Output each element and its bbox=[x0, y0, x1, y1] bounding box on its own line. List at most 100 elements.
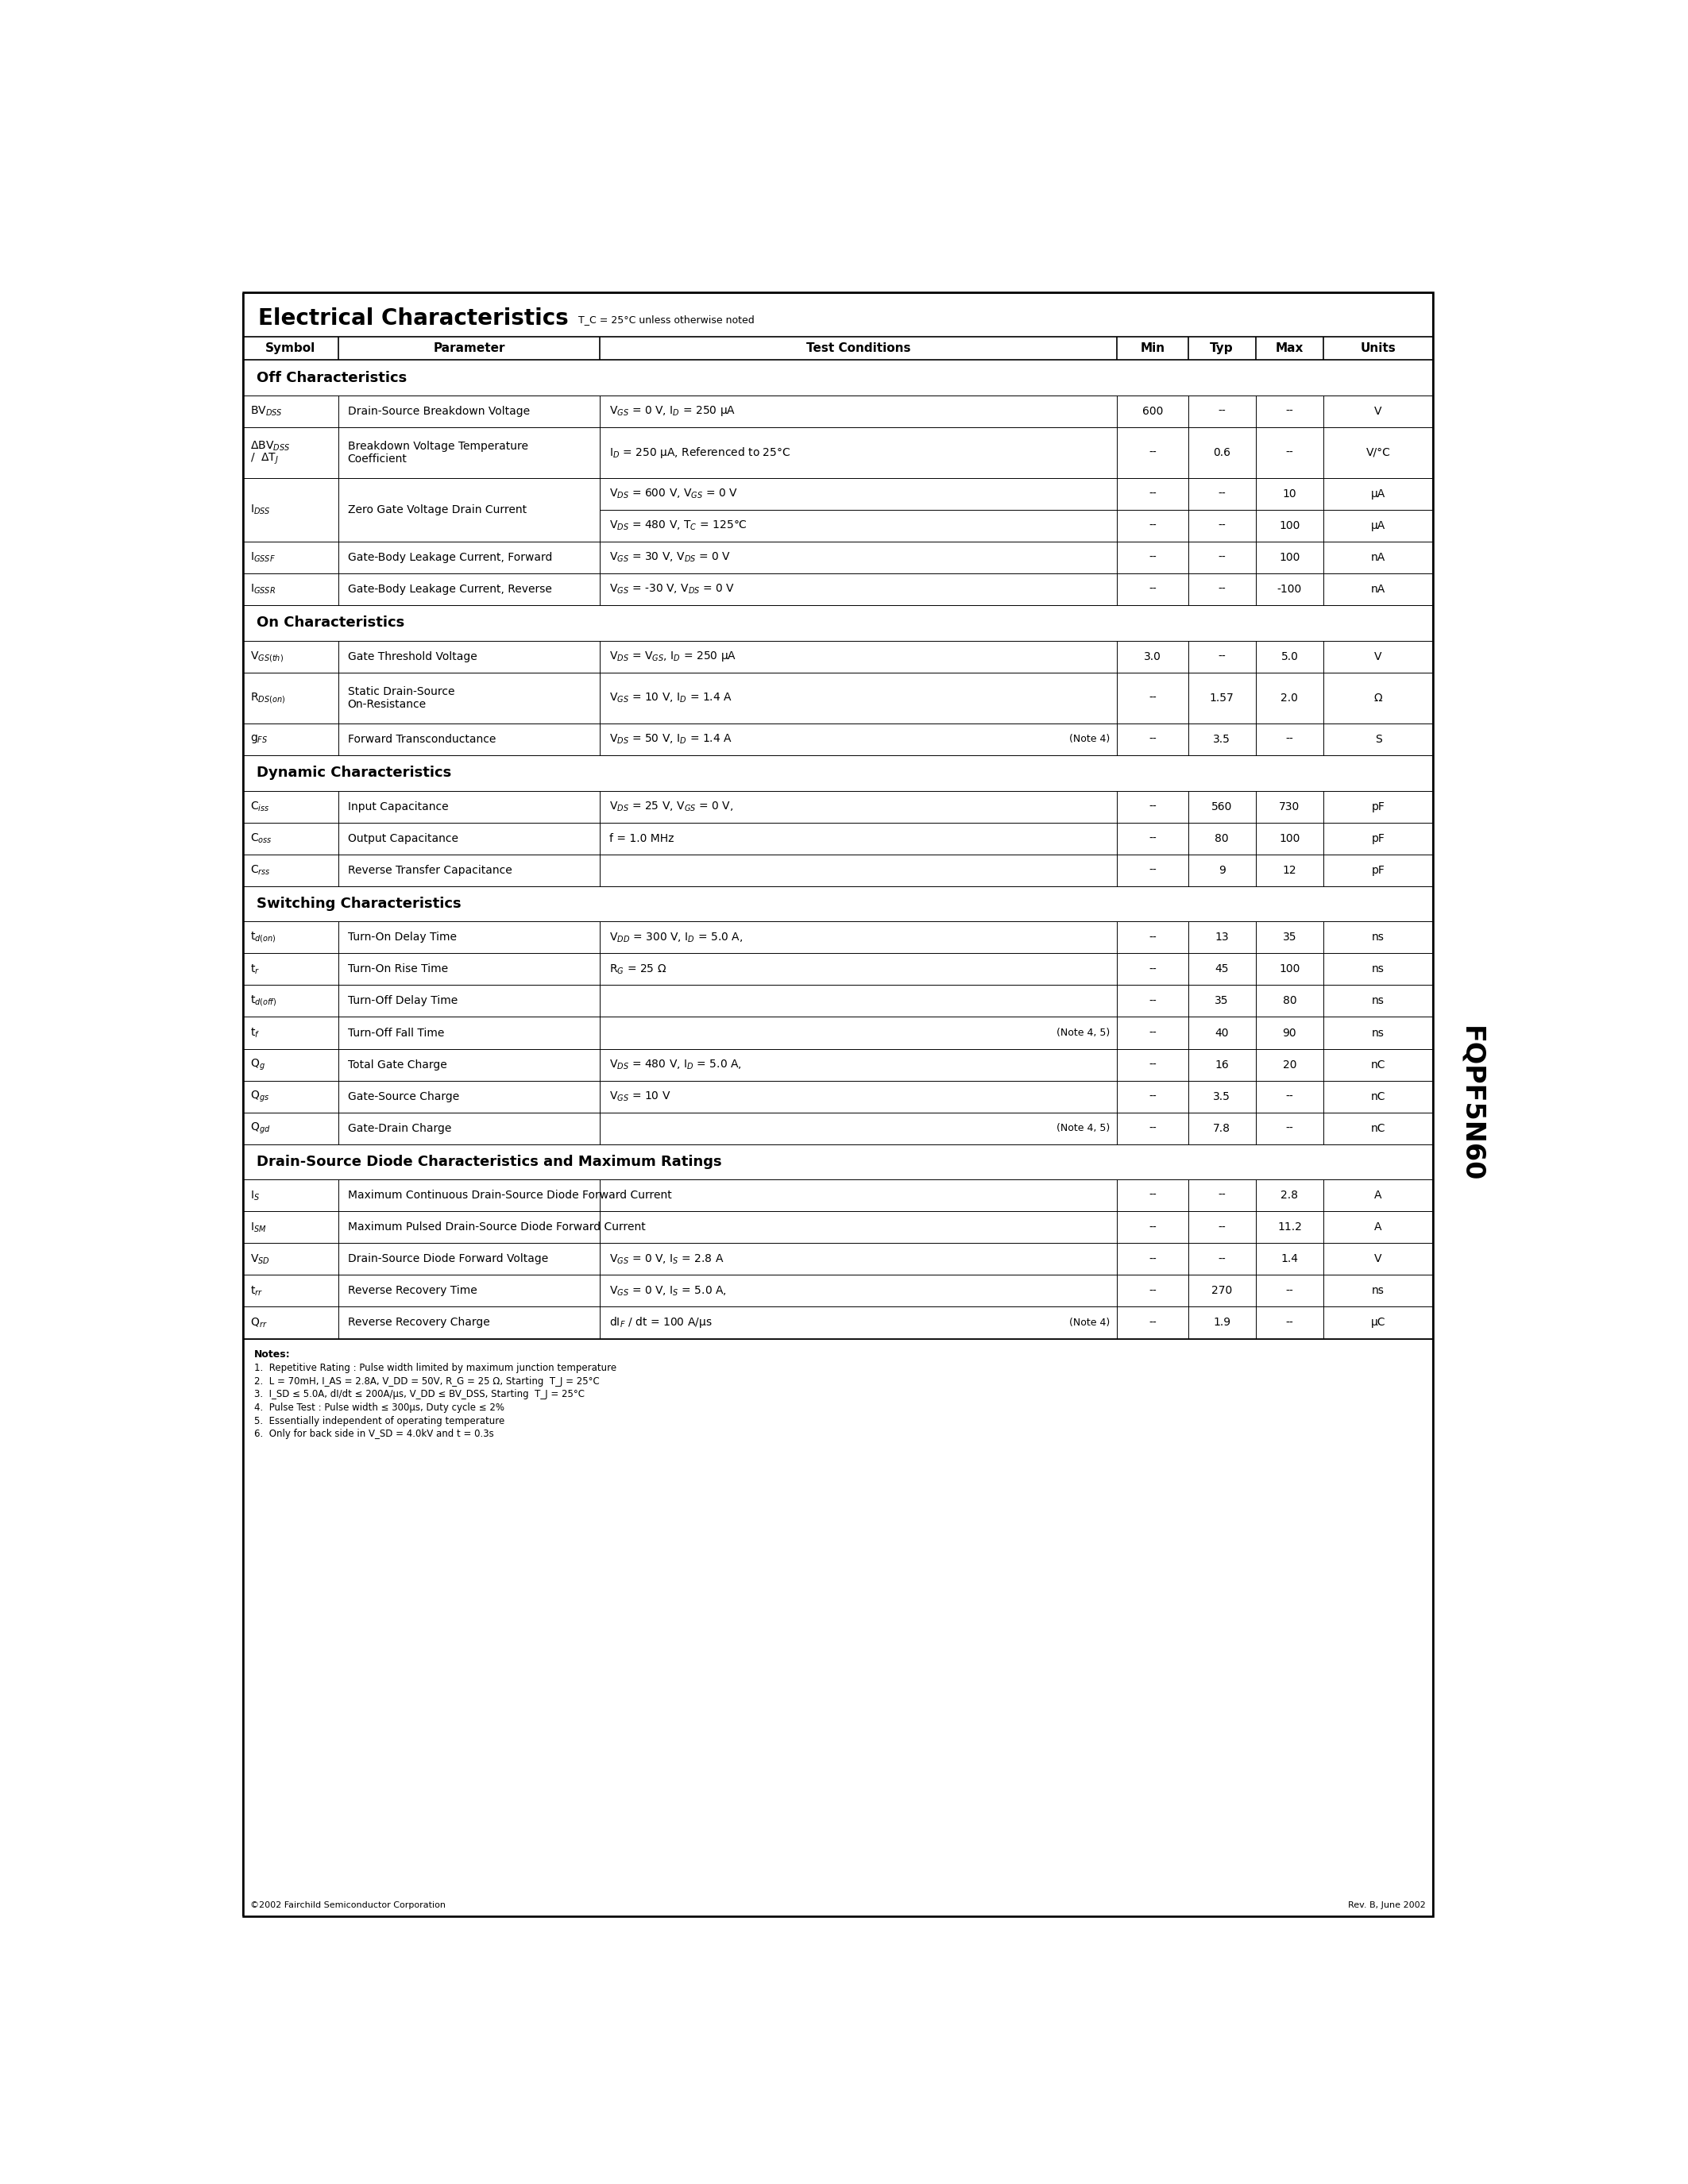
Text: (Note 4): (Note 4) bbox=[1069, 734, 1109, 745]
Text: Coefficient: Coefficient bbox=[348, 454, 407, 465]
Text: Gate-Body Leakage Current, Reverse: Gate-Body Leakage Current, Reverse bbox=[348, 583, 552, 594]
Text: T_C = 25°C unless otherwise noted: T_C = 25°C unless otherwise noted bbox=[579, 314, 755, 325]
Text: 35: 35 bbox=[1283, 933, 1296, 943]
Text: -100: -100 bbox=[1278, 583, 1301, 594]
Text: Dynamic Characteristics: Dynamic Characteristics bbox=[257, 767, 451, 780]
Text: 7.8: 7.8 bbox=[1214, 1123, 1231, 1133]
Text: --: -- bbox=[1219, 651, 1225, 662]
Text: 1.4: 1.4 bbox=[1281, 1254, 1298, 1265]
Text: Maximum Pulsed Drain-Source Diode Forward Current: Maximum Pulsed Drain-Source Diode Forwar… bbox=[348, 1221, 645, 1232]
Text: --: -- bbox=[1150, 963, 1156, 974]
Text: V$_{GS}$ = 0 V, I$_{S}$ = 2.8 A: V$_{GS}$ = 0 V, I$_{S}$ = 2.8 A bbox=[609, 1254, 724, 1265]
Text: Total Gate Charge: Total Gate Charge bbox=[348, 1059, 447, 1070]
Text: Reverse Recovery Charge: Reverse Recovery Charge bbox=[348, 1317, 490, 1328]
Text: 4.  Pulse Test : Pulse width ≤ 300μs, Duty cycle ≤ 2%: 4. Pulse Test : Pulse width ≤ 300μs, Dut… bbox=[255, 1402, 505, 1413]
Text: --: -- bbox=[1150, 1059, 1156, 1070]
Text: 730: 730 bbox=[1280, 802, 1300, 812]
Text: Electrical Characteristics: Electrical Characteristics bbox=[258, 308, 569, 330]
Text: 3.5: 3.5 bbox=[1214, 734, 1231, 745]
Text: --: -- bbox=[1219, 489, 1225, 500]
Text: --: -- bbox=[1150, 734, 1156, 745]
Text: 12: 12 bbox=[1283, 865, 1296, 876]
Text: --: -- bbox=[1150, 1254, 1156, 1265]
Text: Zero Gate Voltage Drain Current: Zero Gate Voltage Drain Current bbox=[348, 505, 527, 515]
Text: V$_{DS}$ = 480 V, I$_{D}$ = 5.0 A,: V$_{DS}$ = 480 V, I$_{D}$ = 5.0 A, bbox=[609, 1057, 741, 1070]
Text: 100: 100 bbox=[1280, 520, 1300, 531]
Text: FQPF5N60: FQPF5N60 bbox=[1458, 1026, 1484, 1182]
Text: 3.  I_SD ≤ 5.0A, dI/dt ≤ 200A/μs, V_DD ≤ BV_DSS, Starting  T_J = 25°C: 3. I_SD ≤ 5.0A, dI/dt ≤ 200A/μs, V_DD ≤ … bbox=[255, 1389, 584, 1400]
Text: Turn-Off Fall Time: Turn-Off Fall Time bbox=[348, 1026, 444, 1037]
Text: f = 1.0 MHz: f = 1.0 MHz bbox=[609, 832, 674, 843]
Text: --: -- bbox=[1150, 865, 1156, 876]
Text: I$_{DSS}$: I$_{DSS}$ bbox=[250, 502, 270, 515]
Text: --: -- bbox=[1150, 583, 1156, 594]
Text: 0.6: 0.6 bbox=[1214, 448, 1231, 459]
Text: 6.  Only for back side in V_SD = 4.0kV and t = 0.3s: 6. Only for back side in V_SD = 4.0kV an… bbox=[255, 1428, 495, 1439]
Text: 100: 100 bbox=[1280, 963, 1300, 974]
Text: Q$_{gd}$: Q$_{gd}$ bbox=[250, 1120, 270, 1136]
Text: --: -- bbox=[1150, 933, 1156, 943]
Text: V$_{GS}$ = 10 V, I$_{D}$ = 1.4 A: V$_{GS}$ = 10 V, I$_{D}$ = 1.4 A bbox=[609, 692, 733, 705]
Text: Drain-Source Breakdown Voltage: Drain-Source Breakdown Voltage bbox=[348, 406, 530, 417]
Text: Breakdown Voltage Temperature: Breakdown Voltage Temperature bbox=[348, 441, 528, 452]
Text: pF: pF bbox=[1372, 802, 1384, 812]
Text: I$_{S}$: I$_{S}$ bbox=[250, 1188, 260, 1201]
Text: 80: 80 bbox=[1283, 996, 1296, 1007]
Text: V/°C: V/°C bbox=[1366, 448, 1391, 459]
Text: 16: 16 bbox=[1215, 1059, 1229, 1070]
Text: ns: ns bbox=[1372, 963, 1384, 974]
Text: 1.9: 1.9 bbox=[1214, 1317, 1231, 1328]
Text: 3.5: 3.5 bbox=[1214, 1090, 1231, 1103]
Text: ns: ns bbox=[1372, 996, 1384, 1007]
Text: nC: nC bbox=[1371, 1123, 1386, 1133]
Text: 1.  Repetitive Rating : Pulse width limited by maximum junction temperature: 1. Repetitive Rating : Pulse width limit… bbox=[255, 1363, 616, 1374]
Text: pF: pF bbox=[1372, 832, 1384, 843]
Text: (Note 4): (Note 4) bbox=[1069, 1317, 1109, 1328]
Text: Units: Units bbox=[1361, 343, 1396, 354]
Text: Q$_{rr}$: Q$_{rr}$ bbox=[250, 1317, 267, 1330]
Text: Drain-Source Diode Forward Voltage: Drain-Source Diode Forward Voltage bbox=[348, 1254, 549, 1265]
Text: ns: ns bbox=[1372, 1026, 1384, 1037]
Text: 40: 40 bbox=[1215, 1026, 1229, 1037]
Text: V$_{GS}$ = -30 V, V$_{DS}$ = 0 V: V$_{GS}$ = -30 V, V$_{DS}$ = 0 V bbox=[609, 583, 734, 596]
Text: /  ΔT$_{J}$: / ΔT$_{J}$ bbox=[250, 452, 279, 465]
Text: Reverse Transfer Capacitance: Reverse Transfer Capacitance bbox=[348, 865, 511, 876]
Text: V$_{GS}$ = 0 V, I$_{D}$ = 250 μA: V$_{GS}$ = 0 V, I$_{D}$ = 250 μA bbox=[609, 404, 736, 417]
Text: V$_{DS}$ = 25 V, V$_{GS}$ = 0 V,: V$_{DS}$ = 25 V, V$_{GS}$ = 0 V, bbox=[609, 799, 734, 812]
Text: Q$_{g}$: Q$_{g}$ bbox=[250, 1057, 265, 1072]
Text: --: -- bbox=[1286, 406, 1293, 417]
Text: V$_{GS}$ = 10 V: V$_{GS}$ = 10 V bbox=[609, 1090, 670, 1103]
Text: --: -- bbox=[1286, 1317, 1293, 1328]
Text: ΔBV$_{DSS}$: ΔBV$_{DSS}$ bbox=[250, 439, 290, 452]
Text: --: -- bbox=[1150, 1026, 1156, 1037]
Text: V$_{DS}$ = 50 V, I$_{D}$ = 1.4 A: V$_{DS}$ = 50 V, I$_{D}$ = 1.4 A bbox=[609, 734, 733, 745]
Text: nC: nC bbox=[1371, 1059, 1386, 1070]
Text: R$_{G}$ = 25 Ω: R$_{G}$ = 25 Ω bbox=[609, 963, 667, 976]
Text: A: A bbox=[1374, 1190, 1382, 1201]
Text: 5.  Essentially independent of operating temperature: 5. Essentially independent of operating … bbox=[255, 1415, 505, 1426]
Text: V$_{GS}$ = 30 V, V$_{DS}$ = 0 V: V$_{GS}$ = 30 V, V$_{DS}$ = 0 V bbox=[609, 550, 731, 563]
Text: 11.2: 11.2 bbox=[1278, 1221, 1301, 1232]
Text: C$_{rss}$: C$_{rss}$ bbox=[250, 863, 270, 876]
Text: I$_{SM}$: I$_{SM}$ bbox=[250, 1221, 267, 1234]
Text: ns: ns bbox=[1372, 1286, 1384, 1297]
Text: On Characteristics: On Characteristics bbox=[257, 616, 405, 631]
Text: --: -- bbox=[1150, 996, 1156, 1007]
Text: Input Capacitance: Input Capacitance bbox=[348, 802, 449, 812]
Text: Ω: Ω bbox=[1374, 692, 1382, 703]
Text: nC: nC bbox=[1371, 1090, 1386, 1103]
Text: (Note 4, 5): (Note 4, 5) bbox=[1057, 1029, 1109, 1037]
Text: μA: μA bbox=[1371, 520, 1386, 531]
Text: Typ: Typ bbox=[1210, 343, 1234, 354]
Text: --: -- bbox=[1150, 1221, 1156, 1232]
Text: V$_{SD}$: V$_{SD}$ bbox=[250, 1254, 270, 1265]
Text: 270: 270 bbox=[1212, 1286, 1232, 1297]
Text: Gate-Drain Charge: Gate-Drain Charge bbox=[348, 1123, 451, 1133]
Text: --: -- bbox=[1219, 520, 1225, 531]
Text: Gate-Body Leakage Current, Forward: Gate-Body Leakage Current, Forward bbox=[348, 553, 552, 563]
Text: V$_{DS}$ = 480 V, T$_{C}$ = 125°C: V$_{DS}$ = 480 V, T$_{C}$ = 125°C bbox=[609, 520, 748, 533]
Text: Maximum Continuous Drain-Source Diode Forward Current: Maximum Continuous Drain-Source Diode Fo… bbox=[348, 1190, 672, 1201]
Text: V$_{GS(th)}$: V$_{GS(th)}$ bbox=[250, 649, 284, 664]
Text: Notes:: Notes: bbox=[255, 1350, 290, 1361]
Text: V$_{DS}$ = V$_{GS}$, I$_{D}$ = 250 μA: V$_{DS}$ = V$_{GS}$, I$_{D}$ = 250 μA bbox=[609, 651, 736, 664]
